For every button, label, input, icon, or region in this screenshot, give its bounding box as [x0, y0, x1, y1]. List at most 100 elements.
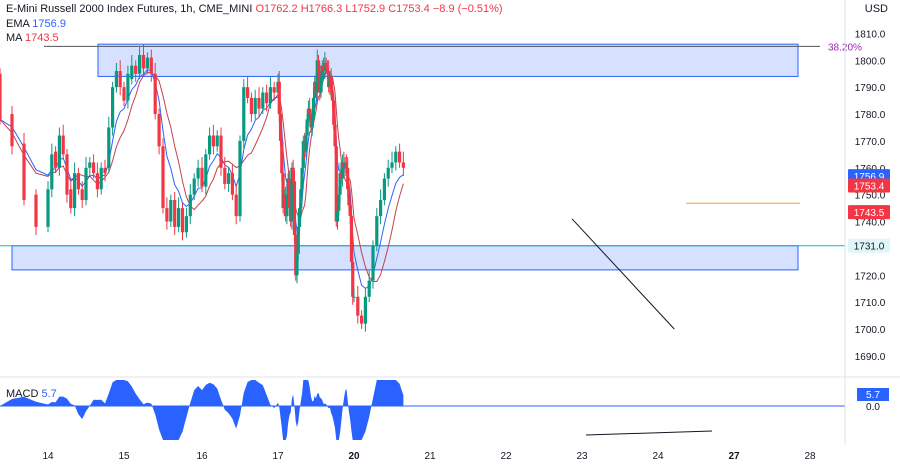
y-tick-label: 1810.0 — [855, 29, 886, 40]
zones-layer: 38.20% — [0, 42, 862, 330]
candle-body — [149, 57, 153, 74]
candle-body — [356, 296, 360, 316]
candle-body — [335, 210, 340, 222]
candle-body — [338, 173, 342, 195]
candle-body — [305, 119, 309, 136]
candle-body — [310, 119, 314, 128]
candle-body — [50, 154, 54, 190]
candle-body — [398, 151, 402, 163]
support-zone — [11, 245, 799, 271]
candle-body — [57, 135, 61, 168]
candle-body — [261, 92, 265, 109]
x-tick-label: 28 — [804, 451, 816, 462]
candle-body — [299, 189, 303, 209]
candle-body — [61, 135, 65, 155]
x-tick-label: 22 — [500, 451, 512, 462]
candle-body — [344, 162, 348, 168]
y-tick-label: 1750.0 — [855, 191, 886, 202]
candle-body — [138, 54, 142, 74]
candle-body — [272, 87, 276, 93]
trendline — [571, 218, 675, 330]
macd-value: 5.7 — [41, 388, 57, 400]
candle-body — [161, 146, 165, 209]
candle-body — [111, 87, 115, 128]
candle-body — [347, 189, 351, 206]
candle-body — [153, 73, 157, 115]
candle-body — [334, 146, 338, 222]
x-tick-label: 21 — [424, 451, 436, 462]
candle-body — [242, 87, 246, 141]
candle-body — [257, 97, 261, 109]
ma-legend[interactable]: MA 1743.5 — [6, 32, 59, 44]
macd-legend[interactable]: MACD 5.7 — [6, 388, 57, 400]
candle-body — [145, 57, 149, 69]
price-label-badge — [848, 178, 890, 193]
candle-body — [337, 194, 341, 211]
open-value: O1762.2 — [255, 3, 298, 15]
candle-body — [349, 216, 354, 262]
candle-body — [238, 140, 242, 217]
ema-legend[interactable]: EMA 1756.9 — [6, 18, 66, 30]
candle-body — [10, 114, 14, 147]
candles-layer — [0, 44, 405, 332]
candle-body — [295, 253, 299, 276]
candle-body — [180, 208, 185, 233]
x-tick-label: 27 — [728, 451, 740, 462]
candle-body — [208, 135, 212, 155]
candle-body — [107, 127, 111, 168]
price-label-badge — [848, 205, 890, 220]
candle-body — [296, 226, 300, 254]
candle-body — [184, 216, 188, 233]
macd-layer — [0, 380, 845, 440]
candle-body — [301, 140, 305, 168]
x-tick-label: 15 — [118, 451, 130, 462]
macd-tick-label: 5.7 — [866, 390, 880, 401]
candle-body — [363, 296, 367, 324]
candle-body — [352, 296, 356, 298]
candle-body — [227, 173, 231, 184]
candle-body — [268, 87, 272, 104]
candle-body — [375, 216, 379, 246]
candle-body — [311, 97, 316, 120]
candle-body — [223, 167, 227, 184]
candle-body — [188, 194, 192, 217]
candle-body — [103, 167, 107, 174]
candle-body — [165, 208, 169, 222]
candle-body — [118, 71, 122, 88]
y-tick-label: 1770.0 — [855, 137, 886, 148]
candle-body — [394, 151, 398, 163]
candle-body — [114, 71, 118, 88]
candle-body — [341, 162, 345, 179]
candle-body — [234, 194, 238, 217]
candle-body — [333, 124, 337, 147]
candle-body — [249, 97, 253, 115]
chart-header-line1: E-Mini Russell 2000 Index Futures, 1h, C… — [6, 3, 503, 15]
macd-value-badge — [857, 388, 889, 401]
y-tick-label: 1800.0 — [855, 56, 886, 67]
macd-divergence-line — [585, 430, 713, 436]
change-value: −8.9 (−0.51%) — [432, 3, 503, 15]
candle-body — [382, 178, 386, 201]
candle-body — [122, 87, 126, 101]
candle-body — [297, 208, 302, 227]
candle-body — [332, 100, 336, 125]
candle-body — [386, 167, 390, 179]
candle-body — [390, 162, 394, 168]
candle-body — [204, 154, 208, 187]
y-tick-label: 1740.0 — [855, 218, 886, 229]
ma-label: MA — [6, 32, 22, 44]
low-value: L1752.9 — [345, 3, 386, 15]
candle-body — [278, 114, 283, 141]
x-tick-label: 23 — [576, 451, 588, 462]
candle-body — [280, 140, 284, 174]
price-label-text: 1743.5 — [854, 208, 885, 219]
candle-body — [169, 200, 173, 222]
candle-body — [84, 167, 88, 201]
candle-body — [330, 92, 335, 101]
y-tick-label: 1780.0 — [855, 110, 886, 121]
candle-body — [200, 167, 204, 187]
candle-body — [360, 315, 364, 324]
y-tick-label: 1720.0 — [855, 271, 886, 282]
candle-body — [69, 189, 73, 209]
